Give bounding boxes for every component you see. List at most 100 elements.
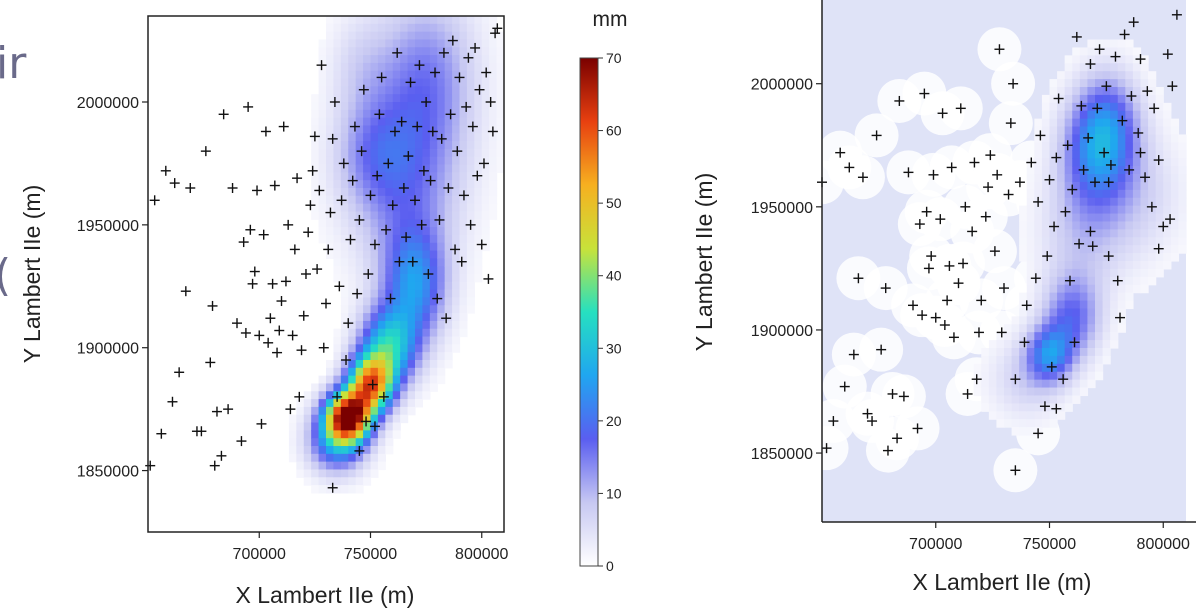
- heat-cell: [1072, 134, 1081, 143]
- station-marker: [441, 313, 452, 324]
- heat-cell: [311, 164, 320, 173]
- heat-cell: [474, 31, 483, 41]
- heat-cell: [355, 133, 364, 142]
- heat-cell: [1049, 340, 1058, 349]
- heat-cell: [444, 242, 453, 252]
- station-marker: [450, 244, 461, 255]
- heat-cell: [377, 39, 386, 48]
- heat-cell: [1057, 142, 1066, 151]
- heat-cell: [1019, 292, 1028, 302]
- heat-cell: [444, 102, 453, 111]
- heat-cell: [481, 133, 490, 142]
- heat-cell: [429, 352, 438, 361]
- station-marker: [928, 169, 939, 180]
- heat-cell: [392, 55, 401, 64]
- heat-cell: [1064, 316, 1073, 325]
- heat-cell: [326, 78, 335, 87]
- heat-cell: [326, 94, 335, 103]
- heat-cell: [318, 195, 327, 205]
- heat-cell: [370, 375, 379, 385]
- heat-cell: [1148, 261, 1157, 270]
- heat-cell: [1132, 71, 1142, 80]
- station-marker: [1090, 177, 1100, 188]
- heat-cell: [459, 234, 468, 244]
- heat-cell: [311, 438, 320, 447]
- heat-cell: [1117, 221, 1126, 230]
- heat-cell: [1110, 237, 1119, 246]
- heat-cell: [370, 313, 379, 322]
- heat-cell: [474, 203, 483, 213]
- heat-cell: [452, 305, 461, 314]
- heat-cell: [311, 211, 320, 220]
- heat-cell: [1087, 261, 1096, 270]
- heat-cell: [392, 156, 401, 166]
- heat-cell: [370, 391, 379, 400]
- station-marker: [980, 211, 991, 222]
- heat-cell: [370, 23, 379, 33]
- heat-cell: [444, 250, 453, 259]
- heat-cell: [1170, 205, 1180, 215]
- heat-cell: [1026, 245, 1035, 254]
- heat-cell: [385, 438, 394, 447]
- heat-cell: [326, 485, 335, 494]
- heat-cell: [1041, 174, 1051, 183]
- heat-cell: [377, 446, 386, 455]
- heat-cell: [1034, 419, 1043, 428]
- heat-cell: [377, 94, 386, 103]
- heat-cell: [1004, 332, 1013, 341]
- heat-cell: [1041, 110, 1051, 120]
- station-marker: [318, 342, 329, 353]
- heat-cell: [429, 250, 438, 259]
- heat-cell: [1095, 150, 1104, 159]
- heat-cell: [1072, 355, 1081, 365]
- heat-cell: [333, 156, 342, 166]
- station-marker: [1092, 103, 1103, 114]
- heat-cell: [363, 211, 372, 220]
- heat-cell: [1011, 316, 1020, 325]
- station-marker: [839, 381, 850, 392]
- station-marker: [327, 482, 338, 493]
- heat-cell: [1117, 308, 1126, 317]
- heat-cell: [363, 234, 372, 244]
- heat-cell: [1072, 324, 1081, 333]
- heat-cell: [333, 39, 342, 48]
- heat-cell: [1178, 221, 1187, 230]
- heat-cell: [1178, 174, 1187, 183]
- heat-cell: [318, 383, 327, 392]
- heat-cell: [415, 16, 424, 25]
- heat-cell: [363, 141, 372, 150]
- heat-cell: [1079, 245, 1089, 254]
- heat-cell: [333, 125, 342, 134]
- heat-cell: [1079, 142, 1089, 151]
- heat-cell: [400, 328, 409, 338]
- heat-cell: [1148, 253, 1157, 262]
- heat-cell: [363, 313, 372, 322]
- heat-cell: [363, 70, 372, 80]
- station-marker: [898, 391, 909, 402]
- heat-cell: [1087, 371, 1096, 381]
- heat-cell: [474, 227, 483, 236]
- heat-cell: [466, 266, 475, 275]
- heat-cell: [326, 102, 335, 111]
- heat-cell: [1011, 403, 1020, 412]
- heat-cell: [1148, 174, 1157, 183]
- heat-cell: [1064, 308, 1073, 317]
- station-marker: [1071, 31, 1082, 42]
- heat-cell: [1117, 126, 1126, 136]
- heat-cell: [1034, 403, 1043, 412]
- heat-cell: [385, 383, 394, 392]
- heat-cell: [429, 47, 438, 56]
- heat-cell: [444, 336, 453, 345]
- heat-cell: [1132, 110, 1142, 120]
- heat-cell: [466, 274, 475, 283]
- heat-cell: [1041, 348, 1051, 357]
- heat-cell: [415, 367, 424, 377]
- heat-cell: [363, 164, 372, 173]
- station-marker: [341, 355, 352, 365]
- heat-cell: [1026, 379, 1035, 389]
- heat-cell: [1163, 110, 1172, 120]
- heat-cell: [1095, 268, 1104, 278]
- heat-cell: [1140, 126, 1149, 136]
- x-tick-label: 700000: [909, 536, 962, 553]
- heat-cell: [1178, 229, 1187, 238]
